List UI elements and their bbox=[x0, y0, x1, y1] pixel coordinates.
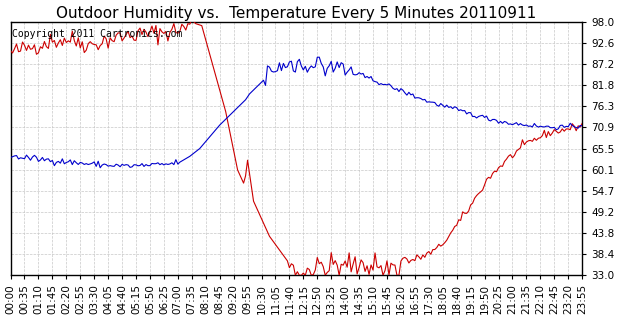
Text: Copyright 2011 Cartronics.com: Copyright 2011 Cartronics.com bbox=[12, 29, 183, 39]
Title: Outdoor Humidity vs.  Temperature Every 5 Minutes 20110911: Outdoor Humidity vs. Temperature Every 5… bbox=[56, 5, 536, 20]
